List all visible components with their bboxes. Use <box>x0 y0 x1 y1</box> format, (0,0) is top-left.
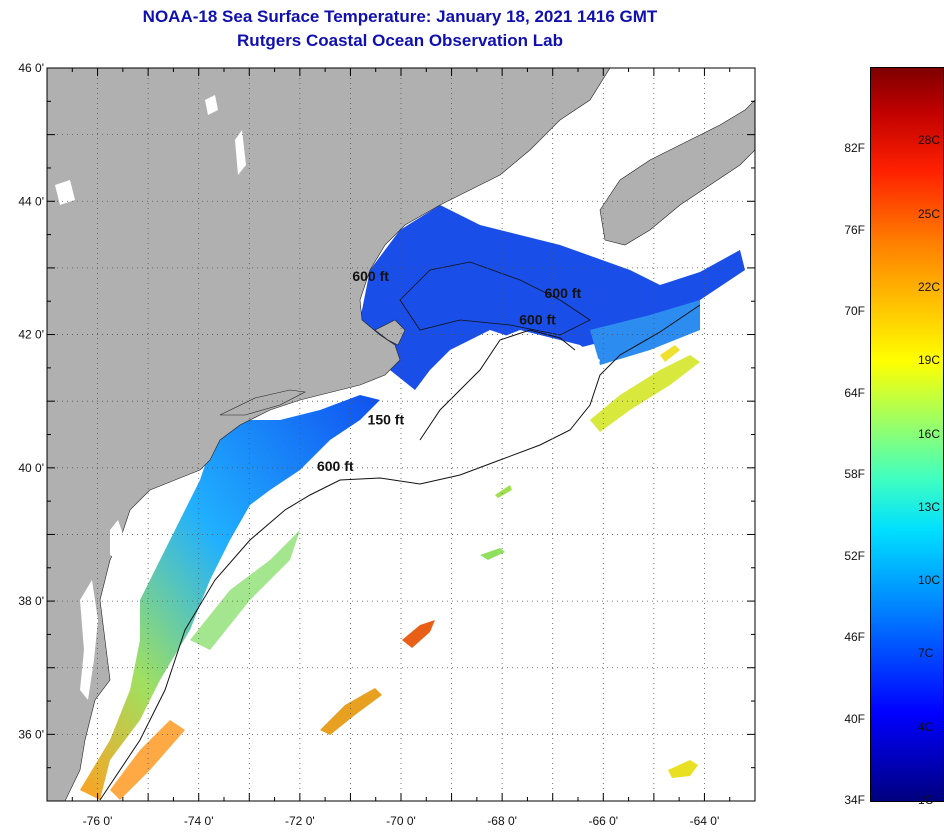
inland-lake-1 <box>205 95 218 115</box>
contour-label: 150 ft <box>368 412 405 428</box>
colorbar-c-label: 1C <box>918 793 934 807</box>
colorbar-c-label: 16C <box>918 426 941 441</box>
gulf-of-maine-water <box>360 205 745 390</box>
axis-ticks: -76 0' -74 0' -72 0' -70 0' -68 0' -66 0' -64 … <box>18 61 756 828</box>
colorbar-f-label: 64F <box>844 385 865 400</box>
colorbar-f-label: 70F <box>844 304 865 319</box>
colorbar-f-label: 40F <box>844 711 865 726</box>
colorbar-container: 34F 40F 46F 52F 58F 64F 70F 76F 82F 1C 4C 7C 10C 13C 1… <box>844 67 944 807</box>
lon-tick-label: -70 0' <box>386 814 416 828</box>
colorbar-c-label: 7C <box>918 646 934 661</box>
contour-label: 600 ft <box>352 268 389 284</box>
contour-labels: 600 ft 600 ft 600 ft 150 ft 600 ft <box>317 268 581 474</box>
inland-lake-2 <box>235 130 246 175</box>
cloud-patch-georges <box>430 330 600 470</box>
colorbar-f-label: 76F <box>844 222 865 237</box>
warm-patch-green <box>480 548 505 560</box>
colorbar-f-label: 58F <box>844 467 865 482</box>
warm-filament-east <box>590 355 700 432</box>
lat-tick-label: 38 0' <box>18 594 44 608</box>
contour-label: 600 ft <box>317 458 354 474</box>
lon-tick-label: -74 0' <box>184 814 214 828</box>
chesapeake-bay <box>80 580 98 700</box>
map-title: NOAA-18 Sea Surface Temperature: January… <box>142 7 658 26</box>
long-island-land <box>219 389 306 416</box>
contour-600ft <box>99 304 701 801</box>
warm-patch-se <box>668 760 698 778</box>
lon-tick-label: -68 0' <box>487 814 517 828</box>
georges-bank-warm-edge <box>590 300 700 365</box>
colorbar-f-label: 52F <box>844 548 865 563</box>
lat-tick-label: 44 0' <box>18 194 44 208</box>
delaware-bay <box>110 520 125 560</box>
colorbar-c-label: 10C <box>918 573 941 588</box>
lat-tick-label: 40 0' <box>18 461 44 475</box>
us-northeast-land <box>47 68 611 801</box>
cape-cod-land <box>374 319 406 346</box>
lon-tick-label: -66 0' <box>588 814 618 828</box>
warm-filament-ne <box>660 345 680 362</box>
colorbar-c-label: 4C <box>918 719 934 734</box>
nova-scotia-land <box>599 99 755 246</box>
shelf-water-strip <box>80 395 380 800</box>
contour-label: 600 ft <box>545 285 582 301</box>
colorbar-c-label: 22C <box>918 279 941 294</box>
warm-eddy-orange <box>402 620 435 648</box>
lat-tick-label: 46 0' <box>18 61 44 75</box>
contour-gom-basin <box>399 261 591 336</box>
colorbar-c-label: 25C <box>918 206 941 221</box>
lat-tick-label: 42 0' <box>18 328 44 342</box>
lon-tick-label: -76 0' <box>83 814 113 828</box>
colorbar-f-label: 82F <box>844 141 865 156</box>
colorbar-f-label: 46F <box>844 630 865 645</box>
lon-tick-label: -72 0' <box>285 814 315 828</box>
contour-150ft <box>419 329 576 441</box>
inland-lake-3 <box>55 180 75 205</box>
slope-water-orange <box>110 720 185 800</box>
colorbar-c-label: 28C <box>918 133 941 148</box>
colorbar-c-label: 13C <box>918 499 941 514</box>
warm-patch-south <box>320 688 382 735</box>
warm-patch-light <box>495 485 512 498</box>
contour-label: 600 ft <box>519 312 556 328</box>
map-subtitle: Rutgers Coastal Ocean Observation Lab <box>237 31 563 50</box>
slope-water-greens <box>190 530 300 650</box>
colorbar-f-label: 34F <box>844 793 865 807</box>
lat-tick-label: 36 0' <box>18 727 44 741</box>
lon-tick-label: -64 0' <box>690 814 720 828</box>
lat-lon-grid <box>47 68 755 801</box>
colorbar-c-label: 19C <box>918 353 941 368</box>
